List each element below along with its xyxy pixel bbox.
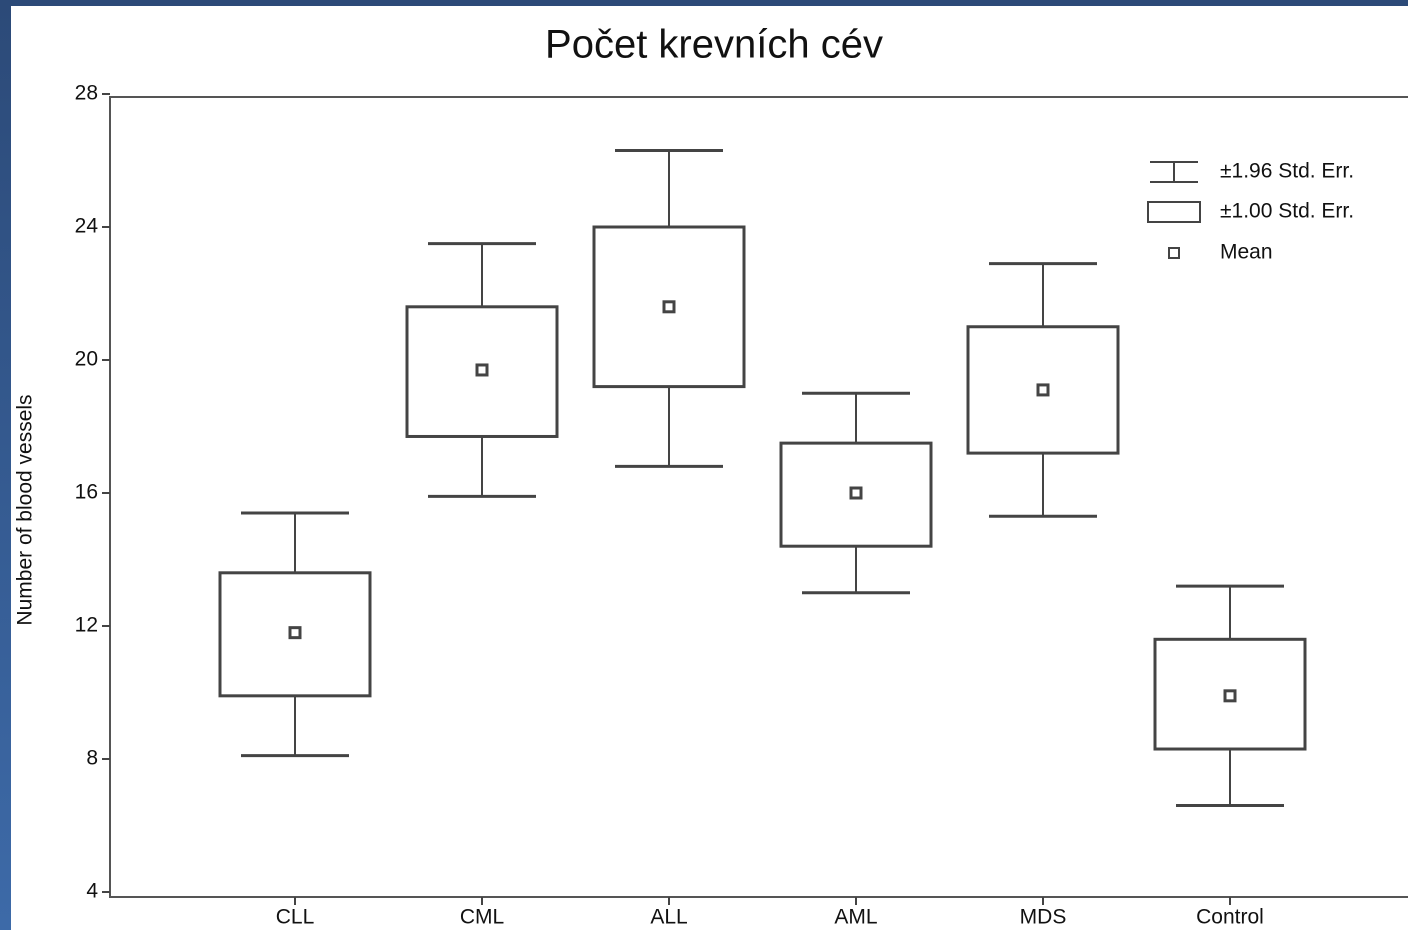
x-tick-label: AML [834,906,877,929]
y-tick-label: 24 [75,215,99,238]
x-tick-label: Control [1196,906,1264,929]
legend-label: Mean [1220,241,1273,264]
mean-marker [662,300,676,314]
top-edge [0,0,1408,6]
se-box [405,305,559,438]
mean-marker [1036,383,1050,397]
se-box [966,325,1120,455]
mean-marker [849,486,863,500]
y-tick-label: 4 [86,880,98,903]
y-tick-label: 8 [86,747,98,770]
y-tick-label: 20 [75,348,98,371]
mean-marker [475,363,489,377]
x-tick-label: ALL [650,906,687,929]
mean-marker [288,626,302,640]
x-tick-label: MDS [1020,906,1067,929]
left-edge [0,0,11,930]
y-tick-label: 28 [75,82,98,105]
se-box [779,441,933,548]
y-tick-label: 16 [75,481,98,504]
se-box [1153,637,1307,751]
legend-box [1147,201,1201,223]
mean-marker [1223,689,1237,703]
y-axis-label: Number of blood vessels [14,394,37,625]
chart-title: Počet krevních cév [545,23,883,67]
x-tick-label: CML [460,906,504,929]
legend-mean [1168,247,1180,259]
se-box [218,571,372,698]
y-tick-label: 12 [75,614,98,637]
se-box [592,225,746,389]
x-tick-label: CLL [276,906,315,929]
plot-frame [109,96,1408,898]
legend-label: ±1.00 Std. Err. [1220,200,1354,223]
legend-label: ±1.96 Std. Err. [1220,160,1354,183]
